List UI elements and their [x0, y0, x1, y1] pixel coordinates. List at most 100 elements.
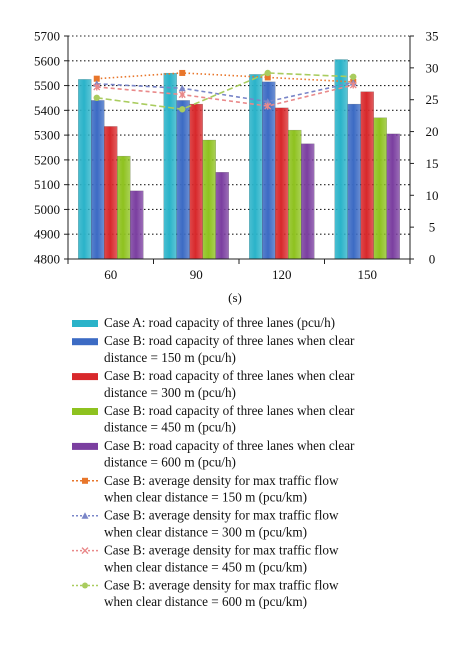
legend-label: Case A: road capacity of three lanes (pc… — [104, 315, 335, 330]
bar-series2-150 — [347, 103, 361, 260]
legend-label: Case B: road capacity of three lanes whe… — [104, 333, 355, 348]
line-point-series2-120 — [264, 98, 272, 105]
left-tick-label: 5200 — [34, 152, 60, 167]
legend-marker — [82, 582, 88, 589]
legend-entry-1: Case A: road capacity of three lanes (pc… — [72, 315, 335, 330]
right-tick-label: 25 — [426, 92, 439, 107]
left-tick-label: 5500 — [34, 78, 60, 93]
line-point-series4-150 — [350, 73, 357, 80]
legend-label: distance = 150 m (pcu/h) — [104, 350, 236, 365]
legend-swatch — [72, 442, 98, 450]
bar-series2-120 — [262, 81, 276, 260]
bar-series1-120 — [249, 74, 263, 260]
line-point-series4-120 — [264, 69, 271, 77]
left-tick-label: 5000 — [34, 202, 60, 217]
legend-label: Case B: average density for max traffic … — [104, 578, 339, 593]
line-series3 — [96, 84, 354, 107]
legend-entry-8: Case B: average density for max traffic … — [72, 543, 339, 574]
x-tick-label: 60 — [104, 267, 117, 282]
legend-marker — [81, 547, 89, 555]
bar-series3-90 — [189, 103, 203, 260]
legend-swatch — [72, 320, 98, 327]
bar-series5-90 — [215, 172, 229, 260]
line-point-series1-120 — [264, 74, 271, 81]
line-point-series4-60 — [93, 94, 100, 102]
legend-marker — [82, 477, 88, 484]
legend-entry-7: Case B: average density for max traffic … — [72, 508, 339, 539]
legend-entry-3: Case B: road capacity of three lanes whe… — [72, 368, 355, 400]
right-axis-tick-labels: 0 5 10 15 20 25 30 35 — [410, 29, 439, 267]
legend-label: Case B: average density for max traffic … — [104, 508, 339, 523]
legend: Case A: road capacity of three lanes (pc… — [72, 315, 355, 609]
legend-label: when clear distance = 600 m (pcu/km) — [104, 594, 307, 609]
left-tick-label: 5400 — [34, 103, 60, 118]
legend-entry-4: Case B: road capacity of three lanes whe… — [72, 403, 355, 435]
legend-label: when clear distance = 450 m (pcu/km) — [104, 559, 307, 574]
bar-series1-60 — [78, 79, 92, 260]
right-tick-label: 30 — [426, 60, 439, 75]
legend-entry-5: Case B: road capacity of three lanes whe… — [72, 438, 355, 470]
line-point-series1-90 — [179, 69, 186, 76]
bar-series1-150 — [334, 59, 348, 260]
bar-series4-120 — [288, 129, 302, 260]
left-tick-label: 4800 — [34, 252, 60, 267]
right-tick-label: 0 — [429, 252, 436, 267]
legend-entry-9: Case B: average density for max traffic … — [72, 578, 339, 609]
left-tick-label: 5600 — [34, 53, 60, 68]
left-axis-tick-labels: 4800 4900 5000 5100 5200 5300 5400 5500 5600 5700 — [34, 29, 68, 267]
right-tick-label: 15 — [426, 156, 439, 171]
legend-label: distance = 300 m (pcu/h) — [104, 385, 236, 400]
right-tick-label: 20 — [426, 124, 439, 139]
line-point-series3-120 — [264, 102, 272, 110]
right-tick-label: 10 — [426, 188, 439, 203]
legend-marker — [81, 512, 89, 519]
line-point-series1-60 — [93, 75, 100, 82]
axes — [67, 36, 411, 264]
x-tick-label: 90 — [190, 267, 203, 282]
x-axis-tick-labels: 60 90 120 150 — [104, 267, 377, 282]
legend-entry-2: Case B: road capacity of three lanes whe… — [72, 333, 355, 365]
line-series4 — [96, 72, 354, 111]
legend-label: distance = 600 m (pcu/h) — [104, 455, 236, 470]
line-point-series2-90 — [178, 84, 186, 92]
left-tick-label: 5100 — [34, 177, 60, 192]
bar-series5-120 — [301, 143, 315, 260]
bar-marks — [78, 59, 400, 260]
bar-series3-60 — [104, 126, 118, 260]
bar-series3-150 — [360, 91, 374, 260]
legend-label: when clear distance = 150 m (pcu/km) — [104, 490, 307, 505]
x-axis-label: (s) — [228, 290, 242, 305]
legend-label: Case B: road capacity of three lanes whe… — [104, 368, 355, 383]
bar-series4-90 — [202, 139, 216, 260]
legend-label: Case B: road capacity of three lanes whe… — [104, 403, 355, 418]
legend-label: distance = 450 m (pcu/h) — [104, 420, 236, 435]
line-point-series4-90 — [179, 106, 186, 113]
bar-series4-150 — [373, 117, 387, 260]
line-point-series3-90 — [178, 91, 186, 99]
left-tick-label: 4900 — [34, 227, 60, 242]
x-tick-label: 150 — [358, 267, 378, 282]
bar-series4-60 — [117, 155, 131, 260]
legend-swatch — [72, 338, 98, 346]
line-point-series3-150 — [349, 81, 357, 89]
line-marks — [93, 69, 357, 113]
line-series2 — [96, 81, 354, 103]
legend-label: when clear distance = 300 m (pcu/km) — [104, 524, 307, 539]
line-point-series3-60 — [93, 83, 101, 91]
bar-series5-60 — [130, 190, 144, 260]
bar-series2-60 — [91, 100, 105, 260]
line-series1 — [96, 72, 354, 83]
left-tick-label: 5300 — [34, 128, 60, 143]
bar-series1-90 — [163, 72, 177, 260]
bar-series2-90 — [176, 100, 190, 260]
right-tick-label: 35 — [426, 29, 439, 44]
legend-label: Case B: average density for max traffic … — [104, 473, 339, 488]
legend-label: Case B: road capacity of three lanes whe… — [104, 438, 355, 453]
legend-swatch — [72, 408, 98, 415]
left-tick-label: 5700 — [34, 29, 60, 44]
bar-series5-150 — [386, 133, 400, 260]
bar-series3-120 — [275, 107, 289, 260]
legend-label: Case B: average density for max traffic … — [104, 543, 339, 558]
right-tick-label: 5 — [429, 220, 436, 235]
x-tick-label: 120 — [272, 267, 292, 282]
